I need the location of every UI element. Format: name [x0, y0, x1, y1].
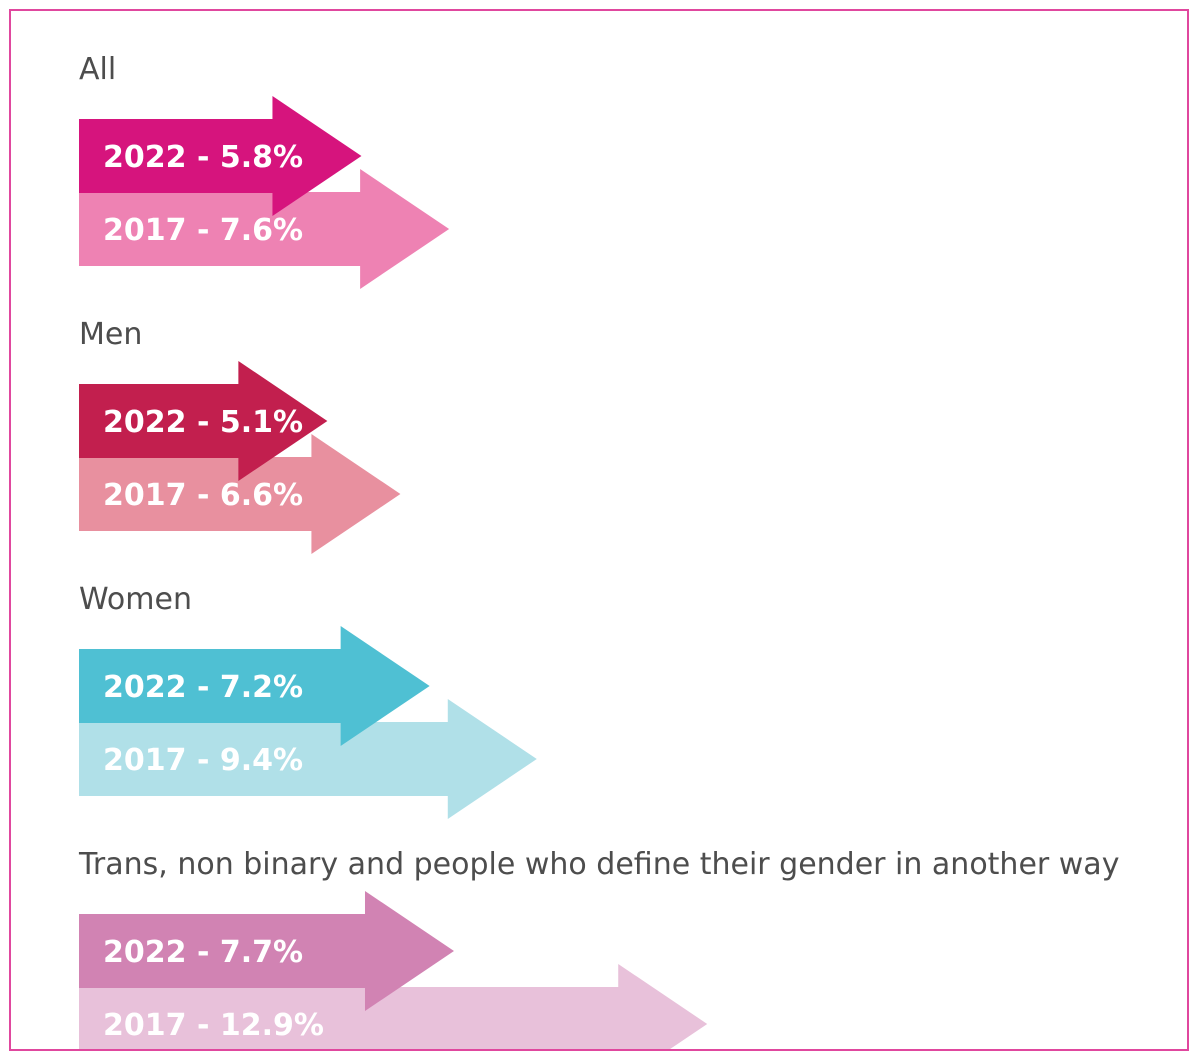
- arrow-bar-chart: All 2017 - 7.6% 2022 - 5.8% Men 2017 - 6.6% 2…: [78, 52, 1119, 1049]
- arrow-bar-2022: [79, 891, 454, 1011]
- arrow-bar-2022: [79, 96, 362, 216]
- bar-label-2017: 2017 - 12.9%: [103, 1008, 324, 1043]
- arrow-bar-2017: [79, 169, 450, 289]
- arrow-bar-2022: [79, 361, 328, 481]
- bar-label-2022: 2022 - 7.2%: [103, 670, 303, 705]
- group-label: Men: [79, 317, 142, 352]
- arrow-bar-2017: [79, 699, 537, 819]
- bar-label-2022: 2022 - 7.7%: [103, 935, 303, 970]
- bar-label-2017: 2017 - 9.4%: [103, 743, 303, 778]
- chart-frame: All 2017 - 7.6% 2022 - 5.8% Men 2017 - 6.6% 2…: [9, 9, 1189, 1051]
- group-label: Women: [79, 582, 192, 617]
- arrow-bar-2017: [79, 964, 708, 1049]
- bar-label-2022: 2022 - 5.1%: [103, 405, 303, 440]
- bar-label-2017: 2017 - 7.6%: [103, 213, 303, 248]
- group-label: All: [79, 52, 116, 87]
- bar-label-2017: 2017 - 6.6%: [103, 478, 303, 513]
- arrow-bar-2017: [79, 434, 401, 554]
- group-label: Trans, non binary and people who define …: [78, 847, 1119, 882]
- arrow-bar-2022: [79, 626, 430, 746]
- bar-label-2022: 2022 - 5.8%: [103, 140, 303, 175]
